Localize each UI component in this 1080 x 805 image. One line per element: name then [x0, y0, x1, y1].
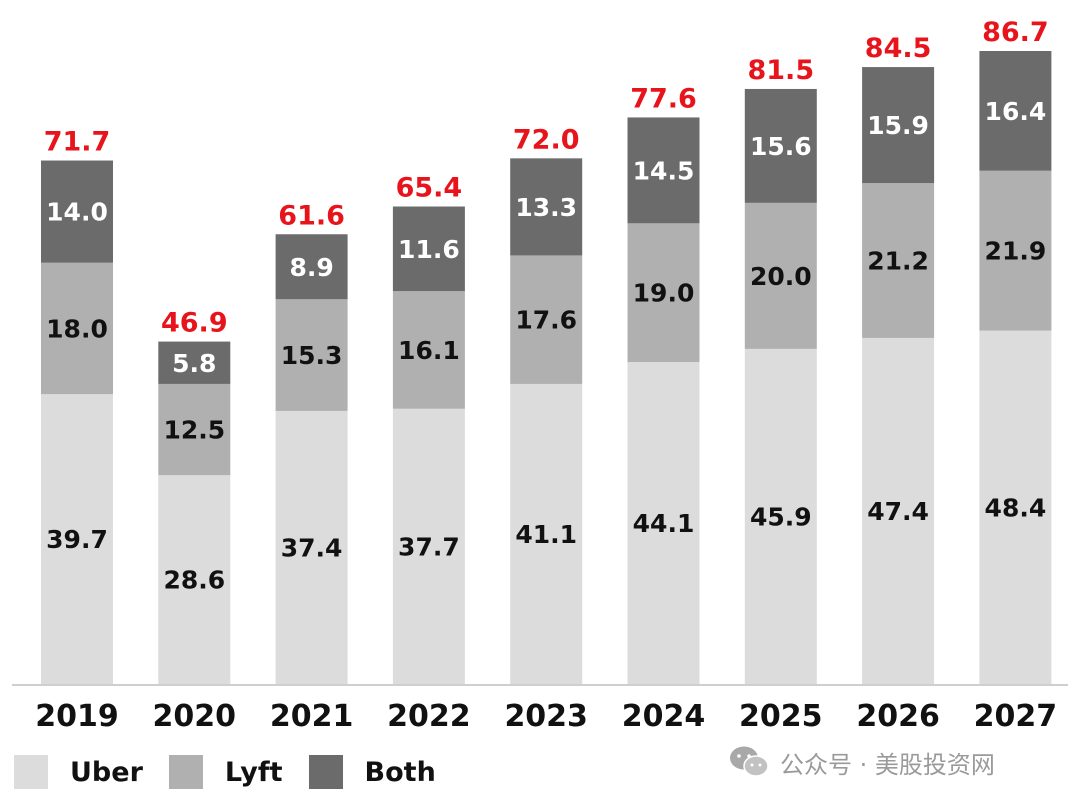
value-label-both-2024: 14.5	[633, 156, 695, 185]
value-label-lyft-2022: 16.1	[398, 336, 460, 365]
bar-both-2019	[41, 160, 113, 263]
x-tick-label-2020: 2020	[153, 699, 237, 734]
legend-label-uber: Uber	[70, 756, 143, 788]
bar-both-2021	[275, 234, 348, 300]
x-tick-label-2025: 2025	[739, 699, 823, 734]
bars-layer	[41, 51, 1052, 684]
labels-layer: 39.7 18.0 14.0 71.7 2019 28.6 12.5 5.8 46.9 2020 3…	[35, 17, 1057, 734]
bar-uber-2019	[41, 394, 113, 684]
legend: Uber Lyft Both	[14, 752, 462, 792]
bar-uber-2026	[862, 337, 935, 684]
bar-uber-2022	[392, 408, 465, 684]
bar-lyft-2023	[510, 255, 583, 384]
x-tick-label-2027: 2027	[974, 699, 1058, 734]
legend-label-lyft: Lyft	[224, 756, 283, 788]
total-label-2021: 61.6	[278, 200, 345, 231]
legend-item-both: Both	[308, 755, 436, 789]
total-label-2025: 81.5	[747, 55, 814, 86]
bar-uber-2023	[510, 383, 583, 684]
bar-lyft-2021	[275, 299, 348, 411]
value-label-both-2027: 16.4	[985, 97, 1047, 126]
bar-both-2025	[744, 88, 817, 203]
bar-uber-2020	[158, 475, 231, 684]
value-label-uber-2024: 44.1	[633, 509, 695, 538]
value-label-both-2022: 11.6	[398, 235, 460, 264]
total-label-2019: 71.7	[44, 127, 111, 158]
bar-both-2024	[627, 117, 700, 224]
value-label-uber-2023: 41.1	[515, 520, 577, 549]
value-label-lyft-2026: 21.2	[867, 247, 929, 276]
bar-both-2022	[392, 206, 465, 292]
value-label-both-2023: 13.3	[515, 193, 577, 222]
value-label-lyft-2021: 15.3	[281, 341, 343, 370]
total-label-2022: 65.4	[396, 173, 463, 204]
legend-swatch-uber	[14, 755, 48, 789]
total-label-2027: 86.7	[982, 17, 1049, 48]
value-label-uber-2021: 37.4	[281, 533, 343, 562]
legend-item-uber: Uber	[14, 755, 143, 789]
bar-uber-2027	[979, 330, 1052, 684]
value-label-lyft-2023: 17.6	[515, 306, 577, 335]
bar-uber-2024	[627, 362, 700, 684]
x-tick-label-2021: 2021	[270, 699, 354, 734]
bar-uber-2021	[275, 410, 348, 684]
bar-both-2023	[510, 158, 583, 256]
bar-both-2026	[862, 67, 935, 184]
value-label-lyft-2024: 19.0	[633, 279, 695, 308]
bar-lyft-2022	[392, 291, 465, 409]
bar-uber-2025	[744, 348, 817, 684]
total-label-2023: 72.0	[513, 124, 580, 155]
legend-label-both: Both	[364, 756, 436, 788]
value-label-uber-2027: 48.4	[985, 493, 1047, 522]
total-label-2024: 77.6	[630, 83, 697, 114]
value-label-uber-2026: 47.4	[867, 497, 929, 526]
value-label-uber-2019: 39.7	[46, 525, 108, 554]
value-label-lyft-2020: 12.5	[163, 416, 225, 445]
bar-lyft-2019	[41, 262, 113, 395]
value-label-both-2025: 15.6	[750, 132, 812, 161]
value-label-lyft-2025: 20.0	[750, 262, 812, 291]
watermark-text: 公众号 · 美股投资网	[780, 750, 995, 779]
value-label-both-2019: 14.0	[46, 198, 108, 227]
x-tick-label-2022: 2022	[387, 699, 471, 734]
x-tick-label-2026: 2026	[856, 699, 940, 734]
bar-lyft-2025	[744, 202, 817, 349]
legend-item-lyft: Lyft	[168, 755, 283, 789]
bar-both-2027	[979, 51, 1052, 171]
value-label-both-2020: 5.8	[172, 349, 216, 378]
legend-swatch-both	[308, 755, 343, 789]
value-label-uber-2020: 28.6	[163, 566, 225, 595]
total-label-2020: 46.9	[161, 308, 228, 339]
value-label-lyft-2019: 18.0	[46, 314, 108, 343]
x-tick-label-2024: 2024	[622, 699, 706, 734]
x-tick-label-2023: 2023	[504, 699, 588, 734]
total-label-2026: 84.5	[865, 33, 932, 64]
value-label-both-2026: 15.9	[867, 111, 929, 140]
bar-lyft-2024	[627, 223, 700, 363]
bar-both-2020	[158, 341, 231, 384]
watermark: 公众号 · 美股投资网	[728, 742, 995, 782]
legend-swatch-lyft	[168, 755, 203, 789]
value-label-both-2021: 8.9	[289, 253, 333, 282]
value-label-uber-2022: 37.7	[398, 532, 460, 561]
bar-lyft-2027	[979, 170, 1052, 331]
bar-lyft-2020	[158, 383, 231, 476]
x-tick-label-2019: 2019	[35, 699, 119, 734]
value-label-lyft-2027: 21.9	[985, 237, 1047, 266]
value-label-uber-2025: 45.9	[750, 502, 812, 531]
wechat-icon	[730, 746, 769, 777]
bar-lyft-2026	[862, 183, 935, 338]
